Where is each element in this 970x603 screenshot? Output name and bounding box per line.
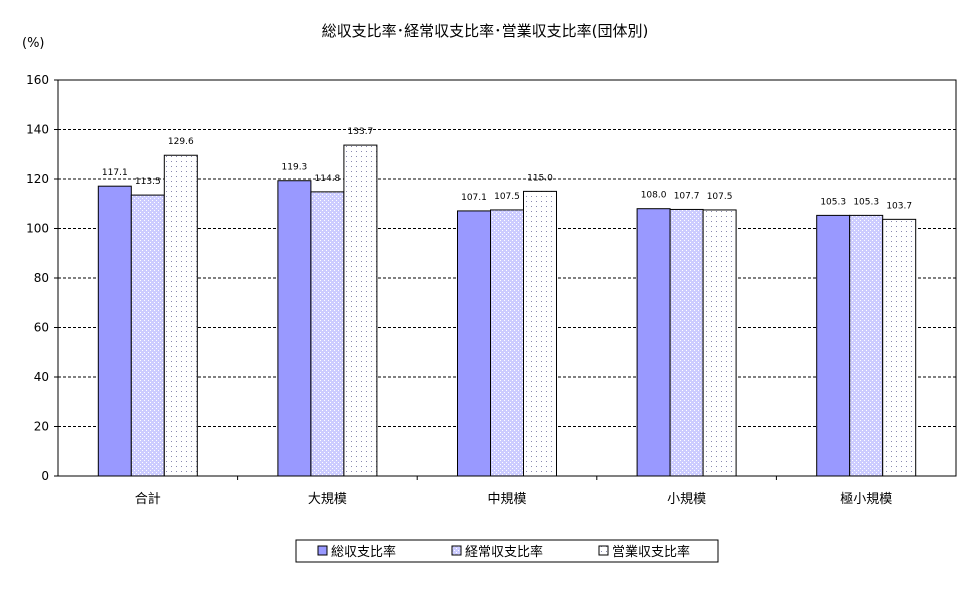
y-tick-label: 80 [34, 271, 49, 285]
y-tick-label: 20 [34, 420, 49, 434]
data-label-operating: 103.7 [886, 201, 912, 211]
data-label-operating: 115.0 [527, 173, 553, 183]
bars [97, 144, 917, 477]
legend-label-total: 総収支比率 [331, 544, 396, 560]
x-category-label: 小規模 [667, 492, 706, 507]
data-label-operating: 107.5 [707, 192, 733, 202]
legend-swatch-operating [598, 545, 609, 556]
data-label-ordinary: 113.5 [135, 177, 161, 187]
bar-operating [343, 144, 378, 477]
legend-frame [295, 539, 719, 563]
y-tick-label: 140 [26, 123, 49, 137]
data-label-total: 117.1 [102, 168, 128, 178]
x-category-label: 中規模 [487, 492, 526, 507]
x-axis-ticks: 合計 大規模 中規模 小規模 極小規模 [135, 476, 892, 507]
y-axis-ticks: 0 20 40 60 80 100 120 140 160 [26, 73, 58, 483]
data-label-total: 119.3 [282, 163, 308, 173]
data-label-operating: 129.6 [168, 137, 194, 147]
bar-ordinary [849, 214, 884, 477]
y-tick-label: 40 [34, 370, 49, 384]
bar-ordinary [310, 191, 345, 477]
bar-total [816, 214, 851, 477]
bar-total [277, 180, 312, 477]
bar-total [97, 185, 132, 477]
y-tick-label: 100 [26, 222, 49, 236]
bar-operating [882, 218, 917, 477]
bar-total [457, 210, 491, 477]
bar-operating [163, 154, 198, 477]
x-category-label: 極小規模 [840, 491, 892, 507]
y-tick-label: 60 [34, 321, 49, 335]
y-axis-unit-label: (%) [22, 36, 45, 51]
data-label-ordinary: 107.5 [494, 192, 520, 202]
bar-ordinary [490, 209, 524, 477]
data-label-total: 107.1 [461, 193, 487, 203]
data-label-ordinary: 114.8 [315, 174, 341, 184]
bar-operating [702, 209, 737, 477]
legend-swatch-total [317, 545, 328, 556]
bar-ordinary [669, 208, 704, 477]
data-label-ordinary: 105.3 [853, 197, 879, 207]
bar-operating [523, 190, 557, 477]
x-category-label: 合計 [135, 491, 161, 507]
bar-total [636, 208, 671, 477]
y-tick-label: 0 [41, 469, 49, 483]
legend-label-operating: 営業収支比率 [612, 544, 690, 560]
bar-ordinary [130, 194, 165, 477]
legend-swatch-ordinary [451, 545, 462, 556]
y-tick-label: 120 [26, 172, 49, 186]
chart-title: 総収支比率･経常収支比率･営業収支比率(団体別) [322, 22, 649, 40]
x-category-label: 大規模 [308, 492, 347, 507]
data-label-ordinary: 107.7 [674, 191, 700, 201]
data-label-total: 108.0 [641, 191, 667, 201]
y-tick-label: 160 [26, 73, 49, 87]
data-labels: 117.1 113.5 129.6 119.3 114.8 133.7 107.1 107.5… [102, 127, 912, 211]
legend-label-ordinary: 経常収支比率 [465, 544, 543, 560]
data-label-operating: 133.7 [348, 127, 374, 137]
data-label-total: 105.3 [820, 197, 846, 207]
legend: 総収支比率 経常収支比率 営業収支比率 [295, 539, 719, 563]
